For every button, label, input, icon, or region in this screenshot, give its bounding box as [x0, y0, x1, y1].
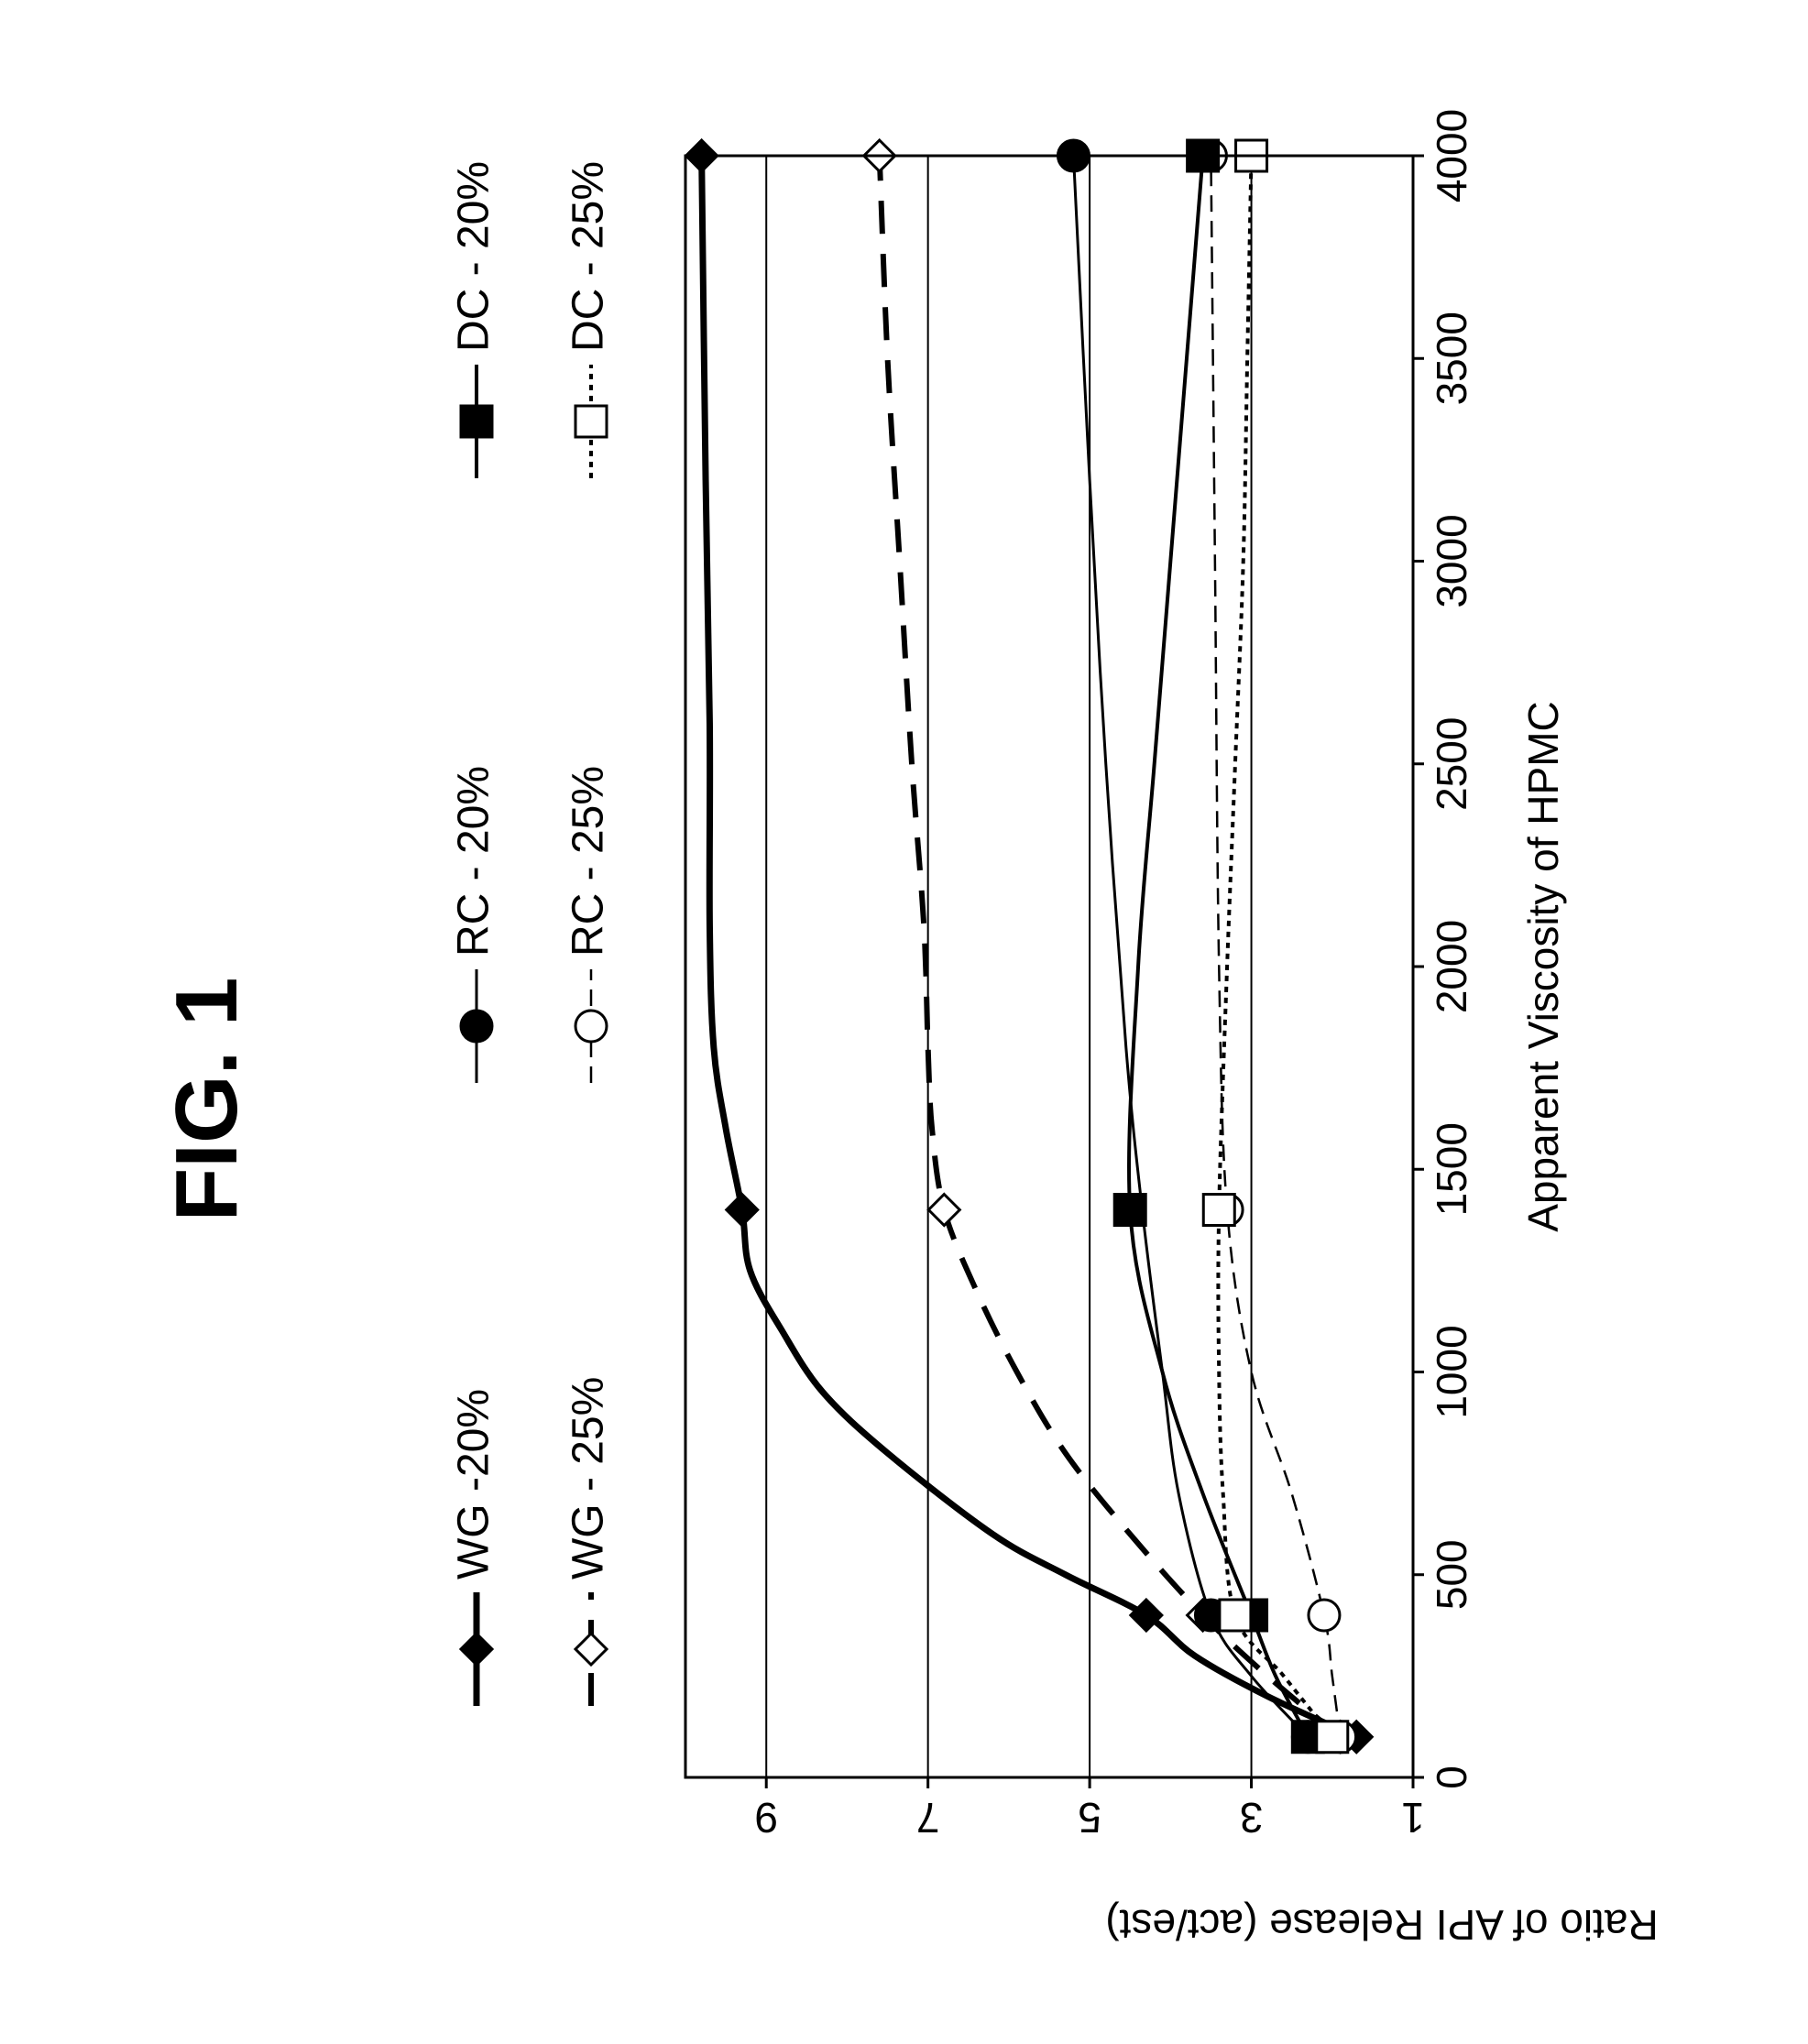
- x-tick-label: 2000: [1428, 920, 1475, 1013]
- gridlines: [766, 156, 1251, 1777]
- x-axis-ticks: 0 500 1000 1500 2000 2500 3000 3500 4000: [1413, 109, 1475, 1789]
- legend-marker: [575, 406, 607, 437]
- series-0: [686, 140, 1373, 1753]
- x-tick-label: 500: [1428, 1539, 1475, 1610]
- x-tick-label: 4000: [1428, 109, 1475, 202]
- legend-marker: [461, 1634, 492, 1665]
- legend-label: RC - 20%: [450, 766, 499, 956]
- y-axis-title: Ratio of API Release (act/est): [1105, 1901, 1658, 1949]
- series-3: [1195, 140, 1355, 1753]
- x-tick-label: 2500: [1428, 717, 1475, 811]
- legend-marker: [575, 1011, 607, 1042]
- x-tick-label: 3500: [1428, 312, 1475, 405]
- x-tick-label: 1500: [1428, 1122, 1475, 1216]
- series-line: [1218, 156, 1331, 1737]
- legend: WG -20% WG - 25% RC - 20% RC - 25% DC - 20% D…: [450, 161, 613, 1706]
- data-point: [1220, 1600, 1251, 1631]
- plot-area: [685, 140, 1413, 1777]
- y-tick-label: 1: [1401, 1794, 1425, 1842]
- legend-label: DC - 25%: [564, 161, 613, 352]
- data-point: [928, 1195, 959, 1226]
- legend-entry-3: RC - 25%: [564, 766, 613, 1083]
- series-line: [702, 156, 1357, 1737]
- series-line: [1073, 156, 1308, 1737]
- data-point: [1309, 1600, 1340, 1631]
- x-tick-label: 1000: [1428, 1325, 1475, 1418]
- legend-marker: [461, 1011, 492, 1042]
- y-tick-label: 9: [754, 1794, 778, 1842]
- legend-label: DC - 20%: [450, 161, 499, 352]
- legend-entry-0: WG -20%: [450, 1389, 499, 1706]
- figure-label: FIG. 1: [158, 978, 256, 1222]
- legend-entry-5: DC - 25%: [564, 161, 613, 478]
- legend-entry-1: WG - 25%: [564, 1377, 613, 1706]
- series-5: [1203, 140, 1348, 1753]
- legend-entry-2: RC - 20%: [450, 766, 499, 1083]
- y-tick-label: 5: [1078, 1794, 1101, 1842]
- data-point: [1317, 1722, 1348, 1753]
- data-point: [1203, 1195, 1234, 1226]
- series-line: [1211, 156, 1340, 1737]
- legend-marker: [461, 406, 492, 437]
- x-tick-label: 0: [1428, 1765, 1475, 1789]
- legend-label: RC - 25%: [564, 766, 613, 956]
- x-axis-title: Apparent Viscosity of HPMC: [1519, 701, 1567, 1232]
- y-tick-label: 7: [916, 1794, 940, 1842]
- data-point: [727, 1195, 758, 1226]
- series-layer: [686, 140, 1373, 1753]
- series-2: [1057, 140, 1323, 1753]
- legend-marker: [575, 1634, 607, 1665]
- y-tick-label: 3: [1240, 1794, 1264, 1842]
- x-tick-label: 3000: [1428, 514, 1475, 607]
- legend-label: WG - 25%: [564, 1377, 613, 1579]
- legend-label: WG -20%: [450, 1389, 499, 1579]
- series-1: [864, 140, 1356, 1753]
- legend-entry-4: DC - 20%: [450, 161, 499, 478]
- data-point: [1114, 1195, 1145, 1226]
- y-axis-ticks: 1 3 5 7 9: [754, 1777, 1424, 1842]
